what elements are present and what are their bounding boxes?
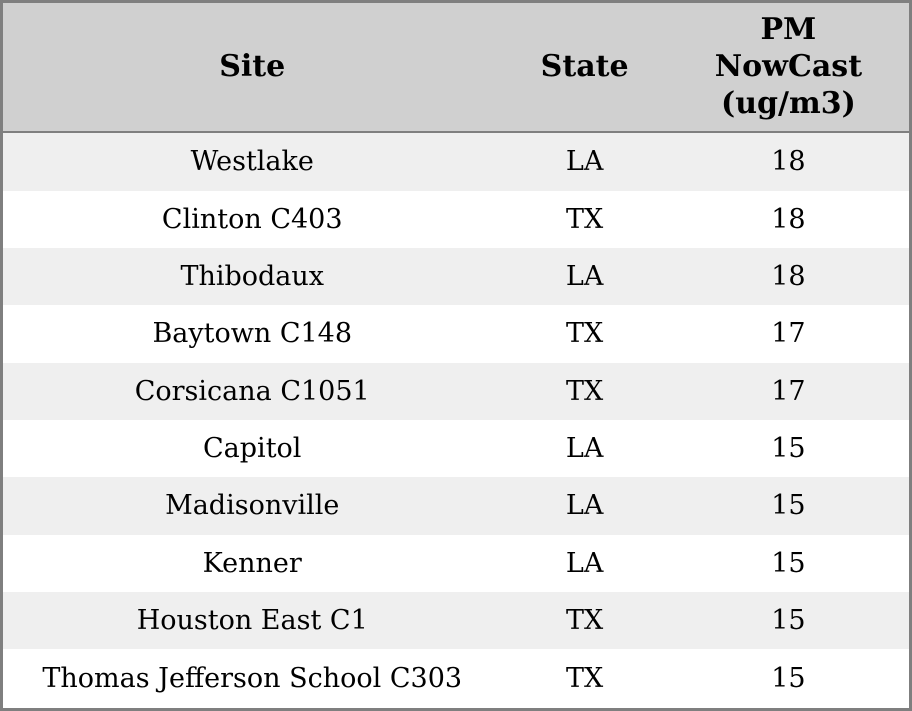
table-row: Capitol LA 15 bbox=[1, 419, 911, 478]
cell-site: Kenner bbox=[1, 534, 502, 592]
table-header: Site State PM NowCast (ug/m3) bbox=[1, 1, 911, 133]
table-row: Thibodaux LA 18 bbox=[1, 248, 911, 306]
column-header-state-label: State bbox=[540, 49, 629, 85]
cell-site: Capitol bbox=[1, 419, 502, 478]
header-row: Site State PM NowCast (ug/m3) bbox=[1, 1, 911, 133]
cell-site: Clinton C403 bbox=[1, 190, 502, 248]
cell-state: LA bbox=[501, 534, 668, 592]
column-header-site: Site bbox=[1, 1, 502, 133]
column-header-pm-nowcast: PM NowCast (ug/m3) bbox=[667, 1, 911, 133]
column-header-state: State bbox=[501, 1, 668, 133]
cell-site: Corsicana C1051 bbox=[1, 362, 502, 420]
cell-site: Thomas Jefferson School C303 bbox=[1, 649, 502, 710]
table-row: Thomas Jefferson School C303 TX 15 bbox=[1, 649, 911, 710]
table-row: Madisonville LA 15 bbox=[1, 477, 911, 535]
table-row: Kenner LA 15 bbox=[1, 534, 911, 592]
cell-state: LA bbox=[501, 131, 668, 191]
column-header-pm-line-2: NowCast bbox=[714, 49, 863, 85]
cell-state: LA bbox=[501, 477, 668, 535]
cell-site: Thibodaux bbox=[1, 248, 502, 306]
cell-state: TX bbox=[501, 649, 668, 710]
cell-pm-nowcast: 15 bbox=[667, 477, 911, 535]
cell-state: TX bbox=[501, 305, 668, 363]
table-body: Westlake LA 18 Clinton C403 TX 18 Thibod… bbox=[1, 131, 911, 710]
cell-site: Baytown C148 bbox=[1, 305, 502, 363]
cell-pm-nowcast: 15 bbox=[667, 591, 911, 650]
cell-pm-nowcast: 18 bbox=[667, 131, 911, 191]
table-row: Westlake LA 18 bbox=[1, 131, 911, 191]
column-header-site-label: Site bbox=[219, 49, 286, 85]
cell-pm-nowcast: 18 bbox=[667, 248, 911, 306]
cell-pm-nowcast: 18 bbox=[667, 190, 911, 248]
cell-site: Westlake bbox=[1, 131, 502, 191]
cell-site: Houston East C1 bbox=[1, 591, 502, 650]
cell-state: LA bbox=[501, 248, 668, 306]
table-row: Baytown C148 TX 17 bbox=[1, 305, 911, 363]
cell-pm-nowcast: 15 bbox=[667, 649, 911, 710]
table-row: Clinton C403 TX 18 bbox=[1, 190, 911, 248]
cell-state: TX bbox=[501, 362, 668, 420]
cell-pm-nowcast: 17 bbox=[667, 362, 911, 420]
table-row: Corsicana C1051 TX 17 bbox=[1, 362, 911, 420]
cell-state: TX bbox=[501, 591, 668, 650]
column-header-pm-line-3: (ug/m3) bbox=[721, 86, 856, 122]
table-row: Houston East C1 TX 15 bbox=[1, 591, 911, 650]
cell-pm-nowcast: 15 bbox=[667, 534, 911, 592]
cell-pm-nowcast: 15 bbox=[667, 419, 911, 478]
column-header-pm-line-1: PM bbox=[760, 12, 817, 48]
cell-site: Madisonville bbox=[1, 477, 502, 535]
cell-state: TX bbox=[501, 190, 668, 248]
cell-state: LA bbox=[501, 419, 668, 478]
cell-pm-nowcast: 17 bbox=[667, 305, 911, 363]
